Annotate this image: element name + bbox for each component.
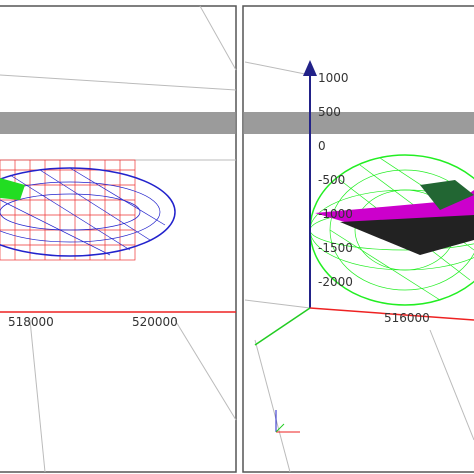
x-label: 518000 [8,315,54,329]
z-label: -1000 [318,207,353,221]
surface-band [243,112,474,134]
z-labels: 1000 500 0 -500 -1000 -1500 -2000 [318,71,353,289]
x-label: 516000 [384,311,430,325]
dark-body [340,215,474,255]
z-label: 0 [318,139,326,153]
grid [244,61,474,473]
green-body [0,178,25,200]
x-label: 520000 [132,315,178,329]
z-label: 1000 [318,71,349,85]
red-wireframe [0,159,136,261]
z-label: 500 [318,105,341,119]
z-arrow [303,60,317,76]
z-label: -2000 [318,275,353,289]
orientation-icon [275,410,300,433]
z-label: -500 [318,173,345,187]
left-panel: 518000 520000 [0,5,237,473]
panel-frame [0,5,237,473]
z-label: -1500 [318,241,353,255]
y-axis [254,307,311,346]
dark-green-body [420,180,474,210]
x-axis [309,307,474,321]
surface-band [0,112,236,134]
blue-mesh [0,167,166,256]
right-panel: 1000 500 0 -500 -1000 -1500 -2000 516000 [242,5,474,473]
